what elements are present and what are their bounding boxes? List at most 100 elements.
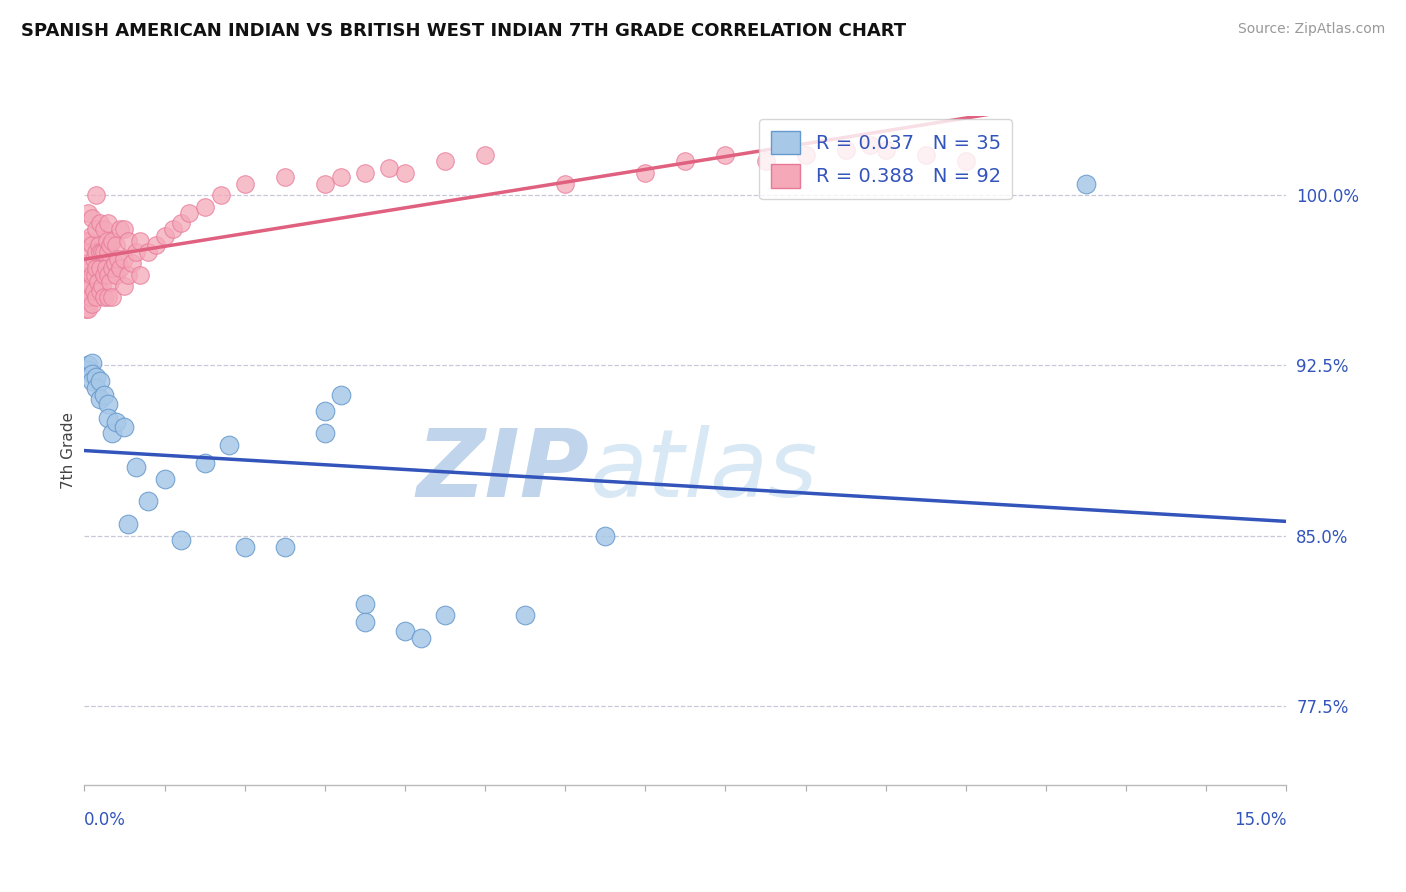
Point	[97, 268, 120, 282]
Point	[76, 256, 98, 270]
Point	[105, 268, 128, 282]
Point	[76, 290, 98, 304]
Point	[93, 388, 115, 402]
Point	[875, 143, 897, 157]
Point	[75, 234, 97, 248]
Point	[89, 284, 111, 298]
Point	[218, 438, 240, 452]
Legend: R = 0.037   N = 35, R = 0.388   N = 92: R = 0.037 N = 35, R = 0.388 N = 92	[759, 119, 1012, 200]
Point	[378, 161, 401, 175]
Point	[77, 275, 100, 289]
Point	[354, 166, 377, 180]
Point	[595, 528, 617, 542]
Point	[125, 245, 148, 260]
Point	[162, 222, 184, 236]
Point	[209, 188, 232, 202]
Point	[86, 290, 108, 304]
Text: ZIP: ZIP	[416, 425, 589, 516]
Point	[79, 245, 101, 260]
Point	[114, 222, 135, 236]
Point	[955, 154, 977, 169]
Point	[97, 397, 120, 411]
Point	[82, 238, 104, 252]
Point	[634, 166, 657, 180]
Point	[94, 260, 117, 275]
Point	[75, 268, 97, 282]
Point	[93, 245, 115, 260]
Point	[75, 301, 97, 316]
Point	[107, 252, 129, 266]
Point	[314, 404, 336, 418]
Point	[138, 494, 160, 508]
Point	[82, 268, 104, 282]
Point	[755, 154, 778, 169]
Point	[515, 607, 537, 622]
Point	[82, 368, 104, 382]
Text: SPANISH AMERICAN INDIAN VS BRITISH WEST INDIAN 7TH GRADE CORRELATION CHART: SPANISH AMERICAN INDIAN VS BRITISH WEST …	[21, 22, 907, 40]
Point	[89, 374, 111, 388]
Point	[101, 260, 124, 275]
Point	[409, 631, 432, 645]
Point	[233, 177, 256, 191]
Point	[86, 222, 108, 236]
Point	[274, 170, 297, 185]
Point	[153, 229, 176, 244]
Point	[354, 597, 377, 611]
Point	[474, 147, 496, 161]
Point	[87, 238, 110, 252]
Point	[117, 268, 139, 282]
Point	[83, 284, 105, 298]
Point	[89, 392, 111, 407]
Point	[105, 238, 128, 252]
Point	[96, 234, 118, 248]
Point	[105, 415, 128, 429]
Point	[86, 381, 108, 395]
Point	[274, 540, 297, 554]
Point	[1076, 177, 1098, 191]
Point	[101, 290, 124, 304]
Point	[82, 297, 104, 311]
Point	[915, 147, 938, 161]
Point	[138, 245, 160, 260]
Point	[194, 200, 217, 214]
Point	[82, 211, 104, 225]
Point	[794, 147, 817, 161]
Point	[86, 369, 108, 384]
Point	[101, 426, 124, 441]
Point	[835, 143, 858, 157]
Point	[86, 245, 108, 260]
Point	[89, 215, 111, 229]
Point	[114, 419, 135, 434]
Point	[77, 234, 100, 248]
Point	[97, 410, 120, 425]
Point	[117, 234, 139, 248]
Point	[354, 615, 377, 629]
Point	[97, 290, 120, 304]
Point	[233, 540, 256, 554]
Point	[91, 245, 114, 260]
Text: 15.0%: 15.0%	[1234, 811, 1286, 829]
Point	[394, 166, 416, 180]
Point	[97, 215, 120, 229]
Point	[83, 268, 105, 282]
Point	[169, 215, 191, 229]
Point	[314, 177, 336, 191]
Point	[93, 268, 115, 282]
Point	[77, 363, 100, 377]
Point	[80, 279, 103, 293]
Point	[86, 260, 108, 275]
Point	[101, 234, 124, 248]
Point	[129, 268, 152, 282]
Point	[329, 170, 352, 185]
Point	[434, 154, 457, 169]
Point	[98, 238, 121, 252]
Point	[554, 177, 576, 191]
Point	[77, 206, 100, 220]
Point	[86, 188, 108, 202]
Point	[82, 356, 104, 370]
Point	[177, 206, 200, 220]
Point	[93, 290, 115, 304]
Point	[91, 279, 114, 293]
Text: Source: ZipAtlas.com: Source: ZipAtlas.com	[1237, 22, 1385, 37]
Point	[89, 245, 111, 260]
